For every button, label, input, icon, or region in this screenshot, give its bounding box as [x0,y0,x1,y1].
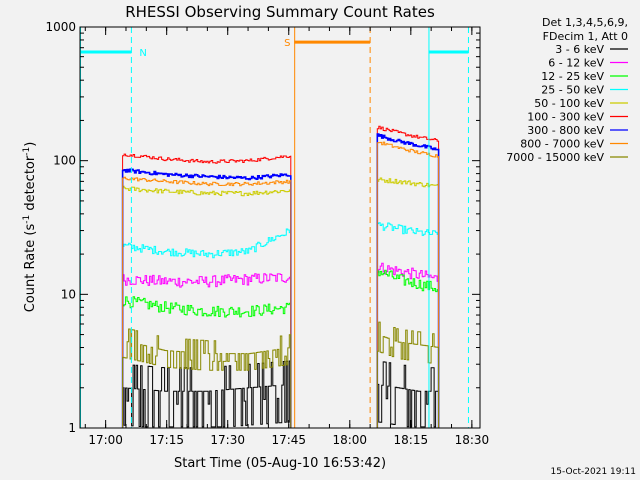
series-trace [121,168,292,428]
legend-label: 25 - 50 keV [541,84,604,97]
series-trace [376,361,440,428]
x-axis-label: Start Time (05-Aug-10 16:53:42) [174,456,386,471]
y-axis-label-part3: ) [23,142,38,147]
x-tick-label: 17:30 [210,433,245,447]
series-trace [376,262,440,428]
series-trace [122,296,292,428]
flag-label: S [284,38,290,49]
legend-title-line2: FDecim 1, Att 0 [543,30,628,43]
generated-date: 15-Oct-2021 19:11 [550,467,636,477]
legend-label: 6 - 12 keV [548,57,604,70]
legend-label: 100 - 300 keV [527,111,604,124]
x-tick-label: 17:00 [88,433,123,447]
x-tick-label: 17:45 [271,433,306,447]
series-trace [122,185,292,428]
plot-area: NS [80,27,469,428]
y-axis-label-part1: Count Rate (s [23,224,38,313]
y-axis-label: Count Rate (s-1 detector-1) [22,142,38,313]
x-tick-label: 18:30 [455,433,490,447]
legend-label: 3 - 6 keV [555,43,604,56]
series-trace [376,125,440,428]
legend-label: 12 - 25 keV [541,70,604,83]
series-trace [376,177,440,428]
series-trace [376,321,440,428]
series-trace [122,153,292,428]
legend-label: 50 - 100 keV [534,97,604,110]
chart-title: RHESSI Observing Summary Count Rates [125,3,435,21]
series-trace [122,176,292,428]
y-axis-label-exp1: -1 [22,215,32,224]
y-tick-label: 1 [68,421,76,435]
legend-label: 7000 - 15000 keV [506,151,604,164]
x-tick-label: 18:15 [394,433,429,447]
y-axis-label-exp2: -1 [22,147,32,156]
series-trace [376,269,440,428]
series-trace [122,273,292,428]
legend-title-line1: Det 1,3,4,5,6,9, [542,16,628,29]
series-trace [122,328,292,428]
plot-frame [79,26,481,429]
x-tick-label: 18:00 [332,433,367,447]
y-tick-label: 100 [53,154,76,168]
axes: 1 10 100 1000 17:00 17:15 17:30 17:45 18:00 18:15… [45,20,489,447]
series-trace [376,141,440,428]
y-axis-label-part2: detector [23,155,38,215]
y-tick-label: 1000 [45,20,76,34]
y-tick-label: 10 [61,287,76,301]
series-trace [376,222,440,428]
flag-label: N [139,48,146,59]
legend-label: 300 - 800 keV [527,124,604,137]
series-trace [122,228,292,428]
series-trace [122,360,292,428]
series-trace [376,133,440,428]
legend: Det 1,3,4,5,6,9, FDecim 1, Att 0 3 - 6 k… [506,16,628,164]
legend-label: 800 - 7000 keV [520,138,604,151]
x-tick-label: 17:15 [149,433,184,447]
